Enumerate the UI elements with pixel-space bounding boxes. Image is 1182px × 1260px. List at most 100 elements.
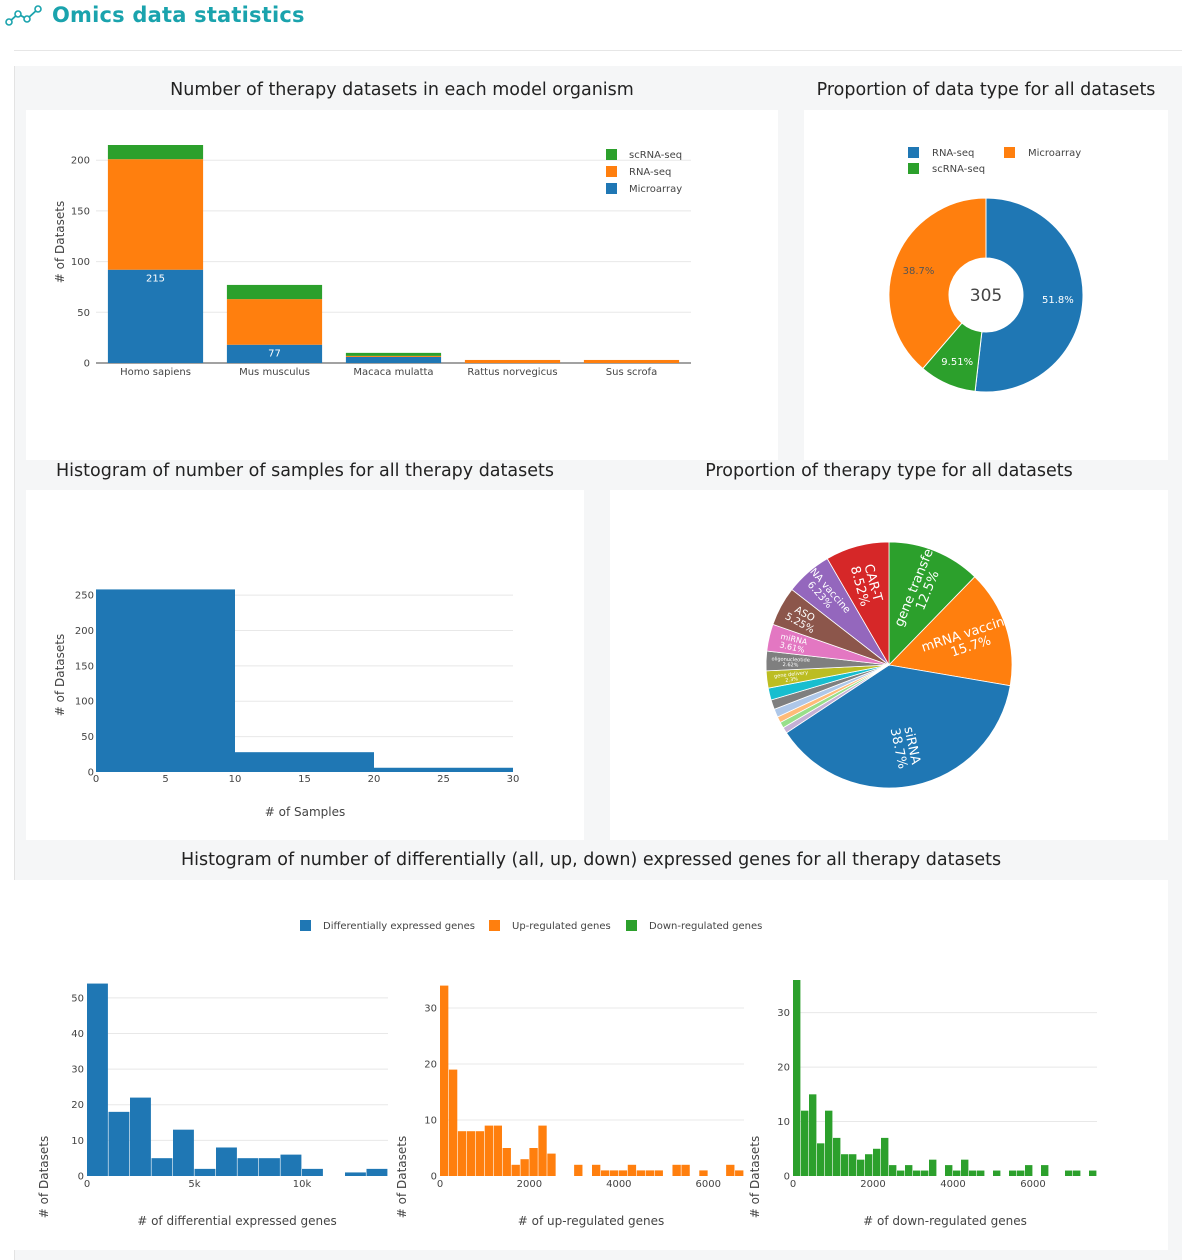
deg-up-histogram-bar: [681, 1164, 690, 1176]
deg-up-y-tick-label: 20: [424, 1060, 437, 1071]
deg-down-histogram-bar: [945, 1165, 953, 1176]
deg-down-x-tick-label: 6000: [1020, 1179, 1045, 1190]
samples-y-tick-label: 250: [75, 591, 94, 602]
deg-down-histogram-bar: [873, 1148, 881, 1176]
samples-x-tick-label: 10: [229, 774, 242, 785]
deg-all-x-tick-label: 0: [84, 1179, 90, 1190]
organism-x-tick-label: Homo sapiens: [120, 367, 191, 378]
deg-up-histogram-bar: [520, 1159, 529, 1176]
deg-down-histogram-bar: [905, 1165, 913, 1176]
deg-all-histogram-bar: [108, 1111, 130, 1176]
deg-down-histogram-bar: [1041, 1165, 1049, 1176]
deg-up-y-axis-label: # of Datasets: [395, 1136, 409, 1219]
deg-down-histogram-bar: [881, 1137, 889, 1176]
deg-all-histogram-bar: [194, 1168, 216, 1176]
deg-down-histogram-bar: [1025, 1165, 1033, 1176]
organism-bar-microarray: [226, 344, 323, 363]
deg-up-histogram-bar: [493, 1125, 502, 1176]
organism-bar-rna-seq: [464, 359, 561, 363]
deg-down-histogram-bar: [793, 980, 801, 1176]
organism-legend-swatch: [606, 149, 617, 160]
organism-y-tick-label: 0: [84, 359, 90, 370]
organism-x-tick-label: Rattus norvegicus: [467, 367, 557, 378]
organism-x-tick-label: Sus scrofa: [606, 367, 657, 378]
therapy-chart-card: gene transfer12.5% mRNA vaccine15.7% siRNA…: [610, 490, 1168, 840]
samples-histogram: # of Datasets # of Samples 0501001502002…: [53, 589, 519, 819]
deg-all-y-tick-label: 0: [78, 1172, 84, 1183]
deg-up-histogram-bar: [475, 1131, 485, 1176]
deg-up-histogram-bar: [735, 1170, 744, 1176]
deg-up-histogram-bar: [547, 1153, 556, 1176]
deg-down-histogram-bar: [865, 1154, 873, 1176]
deg-up-histogram-bar: [502, 1148, 511, 1176]
organism-bar-rna-seq: [583, 359, 680, 363]
deg-down-histogram-bar: [1089, 1170, 1097, 1176]
deg-down-y-tick-label: 0: [784, 1172, 790, 1183]
organism-bar-rna-seq: [107, 159, 204, 270]
deg-up-histogram-bar: [645, 1170, 654, 1176]
datatype-legend-swatch: [908, 163, 919, 174]
deg-up-y-tick-label: 10: [424, 1116, 437, 1127]
organism-legend-swatch: [606, 183, 617, 194]
samples-y-tick-label: 0: [88, 768, 94, 779]
deg-histograms: # of Datasets # of differential expresse…: [37, 920, 1097, 1228]
deg-all-y-tick-label: 30: [71, 1065, 84, 1076]
deg-up-histogram-bar: [699, 1170, 708, 1176]
deg-down-histogram-bar: [953, 1170, 961, 1176]
deg-chart-title: Histogram of number of differentially (a…: [180, 850, 1002, 870]
deg-down-y-tick-label: 20: [777, 1063, 790, 1074]
deg-down-histogram-bar: [1017, 1170, 1025, 1176]
deg-down-x-tick-label: 4000: [940, 1179, 965, 1190]
datatype-legend-swatch: [1004, 147, 1015, 158]
page-header: Omics data statistics: [0, 0, 1182, 50]
datatype-slice-label: 9.51%: [941, 357, 973, 368]
organism-y-tick-label: 150: [71, 206, 90, 217]
deg-down-histogram-bar: [825, 1110, 833, 1176]
deg-all-histogram-bar: [366, 1168, 388, 1176]
deg-down-histogram-bar: [817, 1143, 825, 1176]
organism-legend-label: scRNA-seq: [629, 150, 682, 161]
organism-bar-chart: # of Datasets 0 50 100 150 200 215 Homo sapien…: [53, 145, 691, 378]
therapy-pie-chart: gene transfer12.5%mRNA vaccine15.7%siRNA…: [765, 541, 1014, 789]
deg-down-histogram-bar: [833, 1137, 841, 1176]
deg-up-histogram-bar: [466, 1131, 476, 1176]
deg-all-histogram-bar: [216, 1147, 237, 1176]
datatype-slice-microarray: [888, 197, 987, 370]
deg-legend-label: Differentially expressed genes: [323, 921, 475, 932]
deg-up-x-tick-label: 0: [437, 1179, 443, 1190]
deg-all-histogram-bar: [151, 1158, 173, 1176]
datatype-legend-label: scRNA-seq: [932, 164, 985, 175]
organism-bar-scrna-seq: [345, 352, 442, 356]
organism-y-tick-label: 50: [77, 308, 90, 319]
deg-all-x-axis-label: # of differential expressed genes: [137, 1214, 337, 1228]
deg-up-histogram-bar: [726, 1164, 735, 1176]
samples-histogram-bar: [96, 589, 235, 772]
organism-y-tick-label: 200: [71, 156, 90, 167]
deg-up-y-tick-label: 0: [431, 1172, 437, 1183]
organism-x-tick-label: Mus musculus: [239, 367, 310, 378]
deg-all-histogram-bar: [280, 1154, 302, 1176]
deg-up-y-tick-label: 30: [424, 1004, 437, 1015]
deg-down-histogram-bar: [857, 1159, 865, 1176]
deg-all-histogram-bar: [173, 1129, 194, 1176]
deg-down-histogram-bar: [889, 1165, 897, 1176]
samples-chart-title: Histogram of number of samples for all t…: [56, 461, 554, 481]
deg-up-histogram-bar: [654, 1170, 663, 1176]
samples-y-tick-label: 200: [75, 626, 94, 637]
therapy-slice-mrna-vaccine: [888, 576, 1013, 687]
deg-all-y-tick-label: 50: [71, 993, 84, 1004]
deg-chart-card: # of Datasets # of differential expresse…: [14, 880, 1168, 1250]
deg-up-histogram-bar: [592, 1164, 601, 1176]
deg-up-histogram-bar: [609, 1170, 619, 1176]
samples-histogram-bar: [374, 767, 513, 772]
samples-x-tick-label: 0: [93, 774, 99, 785]
datatype-legend-label: Microarray: [1028, 148, 1081, 159]
datatype-chart-card: 305 51.8% 9.51% 38.7% RNA-seq Microarray scRN…: [804, 110, 1168, 460]
deg-down-histogram-bar: [969, 1170, 977, 1176]
deg-all-histogram-bar: [302, 1168, 323, 1176]
organism-bar-rna-seq: [226, 299, 323, 345]
deg-up-histogram-bar: [457, 1131, 467, 1176]
deg-up-histogram-bar: [529, 1148, 538, 1176]
deg-all-y-tick-label: 40: [71, 1029, 84, 1040]
organism-legend-label: Microarray: [629, 184, 682, 195]
